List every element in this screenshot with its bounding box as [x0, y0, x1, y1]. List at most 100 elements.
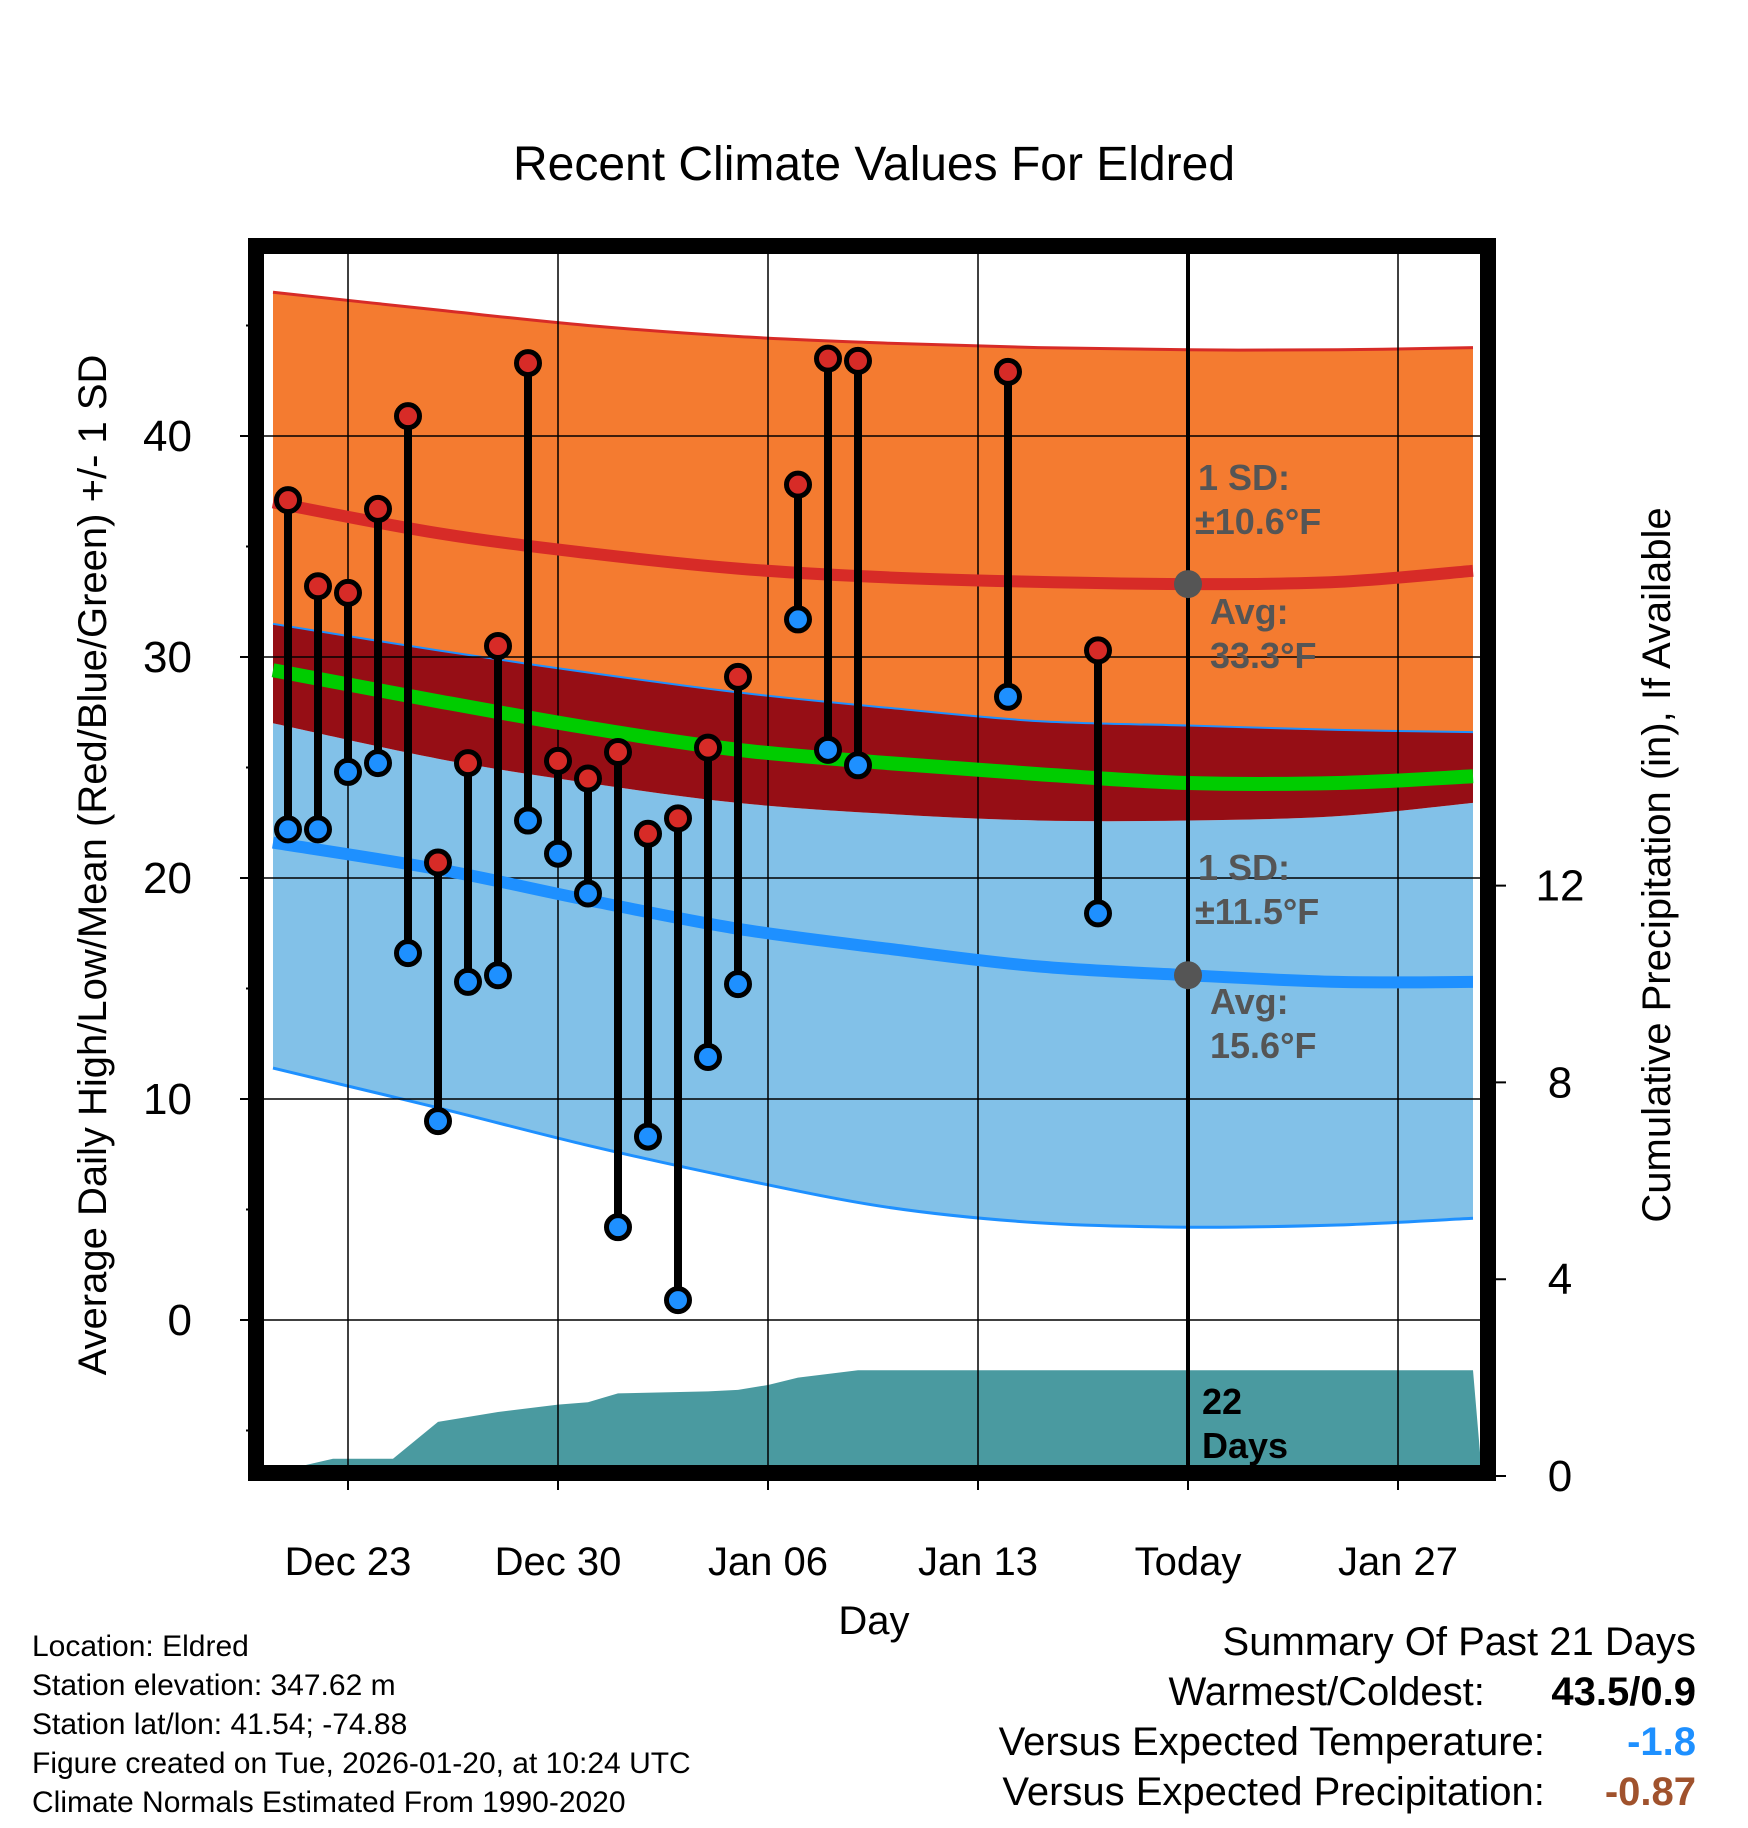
obs-low-point [634, 1122, 662, 1151]
normal-low-line [272, 836, 1474, 989]
obs-high-point [664, 804, 692, 833]
obs-low-point [394, 939, 422, 968]
observations [274, 344, 1112, 1315]
normal-high-line [271, 496, 1474, 591]
high-avg-label: Avg: [1210, 591, 1289, 632]
high-sd-value: ±10.6°F [1195, 501, 1321, 542]
y-tick-label: 10 [143, 1075, 192, 1124]
high-sd-label: 1 SD: [1198, 457, 1290, 498]
summary-temp-value: -1.8 [1627, 1720, 1696, 1764]
axes: 0 10 20 30 40 0 4 8 12 Dec 23 Dec 30 Jan 06 Jan 13 To… [143, 238, 1585, 1584]
y-tick-label: 0 [168, 1296, 192, 1345]
obs-low-point [574, 879, 602, 908]
low-sd-value: ±11.5°F [1195, 891, 1319, 932]
summary-title: Summary Of Past 21 Days [1222, 1620, 1696, 1664]
summary-warmest-value: 43.5/0.9 [1551, 1670, 1696, 1714]
normal-bands [272, 290, 1474, 1229]
chart-title: Recent Climate Values For Eldred [513, 138, 1235, 191]
low-avg-label: Avg: [1210, 981, 1289, 1022]
obs-high-point [994, 357, 1022, 386]
info-normals: Climate Normals Estimated From 1990-2020 [32, 1786, 626, 1819]
info-elevation: Station elevation: 347.62 m [32, 1669, 396, 1702]
summary-warmest-label: Warmest/Coldest: [1168, 1670, 1485, 1714]
x-tick-label: Jan 13 [918, 1540, 1038, 1584]
obs-high-point [1084, 636, 1112, 665]
obs-high-point [394, 402, 422, 431]
obs-high-point [454, 749, 482, 778]
obs-high-point [724, 662, 752, 691]
obs-low-point [484, 961, 512, 990]
obs-low-point [454, 967, 482, 996]
summary-precip-value: -0.87 [1604, 1770, 1696, 1814]
obs-high-point [334, 578, 362, 607]
obs-high-point [424, 848, 452, 877]
obs-high-point [514, 349, 542, 378]
obs-low-point [424, 1107, 452, 1136]
x-tick-label: Today [1135, 1540, 1242, 1584]
obs-low-point [724, 970, 752, 999]
x-tick-label: Dec 23 [285, 1540, 412, 1584]
summary-precip-label: Versus Expected Precipitation: [1002, 1770, 1545, 1814]
obs-high-point [484, 631, 512, 660]
y2-axis-label: Cumulative Precipitation (in), If Availa… [1635, 507, 1679, 1222]
y-tick-label: 20 [143, 854, 192, 903]
low-avg-value: 15.6°F [1210, 1025, 1316, 1066]
obs-low-point [544, 839, 572, 868]
low-sd-lower-edge [272, 1066, 1474, 1229]
summary-temp-row: Versus Expected Temperature: -1.8 [999, 1720, 1696, 1765]
obs-low-point [514, 806, 542, 835]
days-count: 22 [1202, 1381, 1242, 1422]
normal-mean-line [271, 663, 1474, 791]
obs-high-point [634, 819, 662, 848]
x-tick-label: Jan 27 [1338, 1540, 1458, 1584]
y-axis-label: Average Daily High/Low/Mean (Red/Blue/Gr… [71, 355, 115, 1376]
low-sd-band [273, 723, 1473, 1228]
overlap-band [273, 623, 1473, 822]
x-tick-label: Dec 30 [495, 1540, 622, 1584]
obs-high-point [544, 746, 572, 775]
high-sd-upper-edge [272, 290, 1474, 352]
high-avg-dot [1174, 570, 1202, 599]
obs-low-point [694, 1043, 722, 1072]
high-sd-band [273, 292, 1473, 733]
obs-low-point [814, 735, 842, 764]
obs-low-point [304, 815, 332, 844]
summary-temp-label: Versus Expected Temperature: [998, 1720, 1545, 1764]
obs-high-point [784, 470, 812, 499]
obs-high-point [364, 494, 392, 523]
plot-frame [248, 238, 1496, 1481]
y2-tick-label: 8 [1548, 1058, 1572, 1107]
y-tick-label: 40 [143, 412, 192, 461]
info-location: Location: Eldred [32, 1630, 249, 1663]
summary-precip-row: Versus Expected Precipitation: -0.87 [1002, 1770, 1696, 1815]
low-avg-dot [1174, 961, 1202, 990]
precip-cumulative-area [258, 1370, 1482, 1476]
days-word: Days [1202, 1425, 1288, 1466]
y2-tick-label: 12 [1536, 862, 1585, 911]
normal-lines [271, 496, 1474, 989]
precip-area [258, 1370, 1482, 1476]
obs-high-point [574, 764, 602, 793]
obs-high-point [274, 486, 302, 515]
obs-low-point [844, 751, 872, 780]
obs-low-point [1084, 899, 1112, 928]
obs-low-point [364, 749, 392, 778]
obs-low-point [274, 815, 302, 844]
obs-high-point [694, 733, 722, 762]
obs-high-point [814, 344, 842, 373]
y2-tick-label: 4 [1548, 1255, 1572, 1304]
obs-high-point [604, 738, 632, 767]
obs-low-point [664, 1286, 692, 1315]
obs-low-point [604, 1213, 632, 1242]
obs-high-point [304, 572, 332, 601]
x-axis-label: Day [838, 1599, 909, 1643]
low-sd-label: 1 SD: [1198, 847, 1290, 888]
obs-low-point [994, 682, 1022, 711]
high-avg-value: 33.3°F [1210, 635, 1316, 676]
obs-low-point [784, 605, 812, 634]
y-tick-label: 30 [143, 633, 192, 682]
y2-tick-label: 0 [1548, 1452, 1572, 1501]
info-created: Figure created on Tue, 2026-01-20, at 10… [32, 1747, 691, 1780]
